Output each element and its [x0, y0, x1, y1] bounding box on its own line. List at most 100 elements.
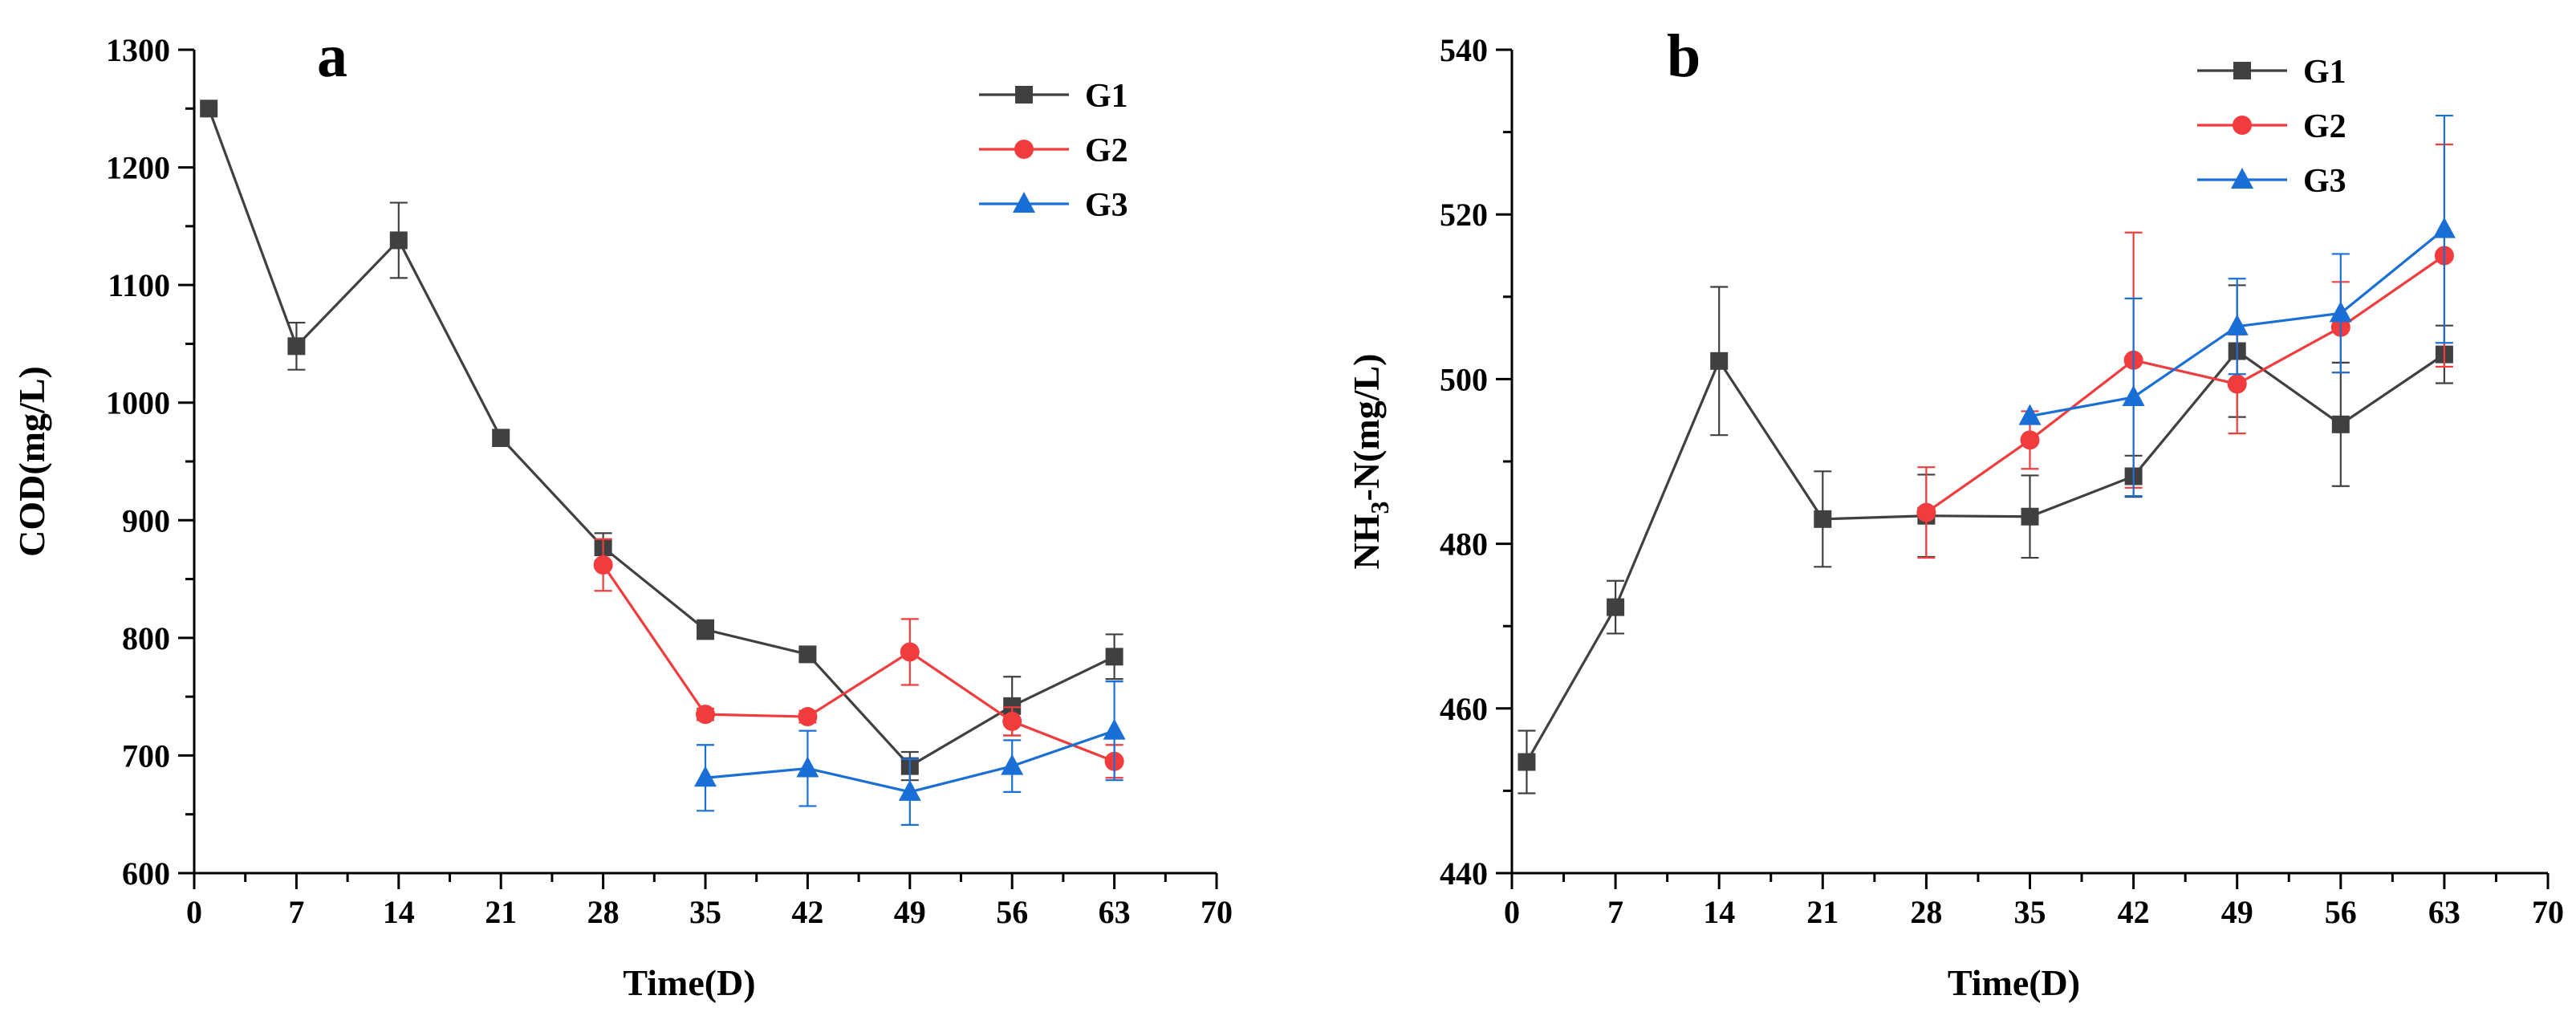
- y-tick-label: 1200: [106, 150, 170, 186]
- data-point: [1003, 697, 1022, 715]
- legend-marker: [2233, 62, 2251, 79]
- legend-label: G3: [1085, 187, 1128, 224]
- x-tick-label: 28: [1910, 894, 1942, 930]
- y-tick-label: 1000: [106, 385, 170, 421]
- x-tick-label: 35: [2014, 894, 2046, 930]
- data-point: [900, 642, 920, 662]
- x-tick-label: 7: [1607, 894, 1623, 930]
- data-point: [798, 645, 817, 664]
- x-tick-label: 70: [1201, 894, 1233, 930]
- x-tick-label: 56: [996, 894, 1028, 930]
- series-line: [1526, 349, 2445, 763]
- data-point: [2432, 217, 2456, 238]
- series-g3: [694, 680, 1126, 827]
- series-g2: [593, 538, 1124, 779]
- x-tick-label: 49: [2221, 894, 2253, 930]
- y-axis-title: NH3-N(mg/L): [1346, 354, 1394, 570]
- legend-label: G1: [1085, 78, 1128, 115]
- series-g1: [1518, 284, 2453, 794]
- x-tick-label: 42: [791, 894, 823, 930]
- x-tick-label: 21: [485, 894, 517, 930]
- data-point: [1607, 598, 1625, 616]
- legend-marker: [2231, 168, 2253, 189]
- data-point: [1710, 351, 1729, 370]
- data-point: [796, 756, 819, 778]
- y-tick-label: 600: [122, 855, 170, 892]
- legend: G1 G2 G3: [2197, 54, 2346, 200]
- y-tick-label: 440: [1440, 855, 1488, 892]
- data-point: [2122, 384, 2145, 406]
- legend-item: G1: [979, 78, 1128, 115]
- x-tick-label: 21: [1806, 894, 1839, 930]
- y-tick-label: 520: [1440, 197, 1488, 233]
- series-g3: [2018, 114, 2456, 498]
- series-g2: [1916, 143, 2454, 559]
- y-tick-label: 500: [1440, 361, 1488, 397]
- data-point: [697, 620, 714, 639]
- x-tick-label: 28: [587, 894, 620, 930]
- legend-item: G1: [2197, 54, 2346, 91]
- x-tick-label: 70: [2532, 894, 2564, 930]
- data-point: [1002, 711, 1022, 731]
- legend-marker: [1014, 140, 1034, 159]
- x-tick-label: 7: [288, 894, 304, 930]
- x-tick-label: 14: [383, 894, 415, 930]
- x-tick-label: 49: [894, 894, 926, 930]
- x-axis-title: Time(D): [1948, 962, 2080, 1003]
- x-tick-label: 56: [2325, 894, 2357, 930]
- data-point: [2020, 430, 2040, 450]
- legend-label: G2: [1085, 132, 1128, 169]
- x-tick-label: 63: [1099, 894, 1131, 930]
- data-point: [1105, 648, 1123, 666]
- y-tick-label: 900: [122, 502, 170, 538]
- legend-marker: [1015, 86, 1033, 104]
- series-g1: [200, 100, 1123, 782]
- data-point: [2018, 404, 2042, 425]
- data-point: [1103, 718, 1126, 740]
- data-point: [798, 707, 818, 727]
- legend: G1 G2 G3: [979, 78, 1128, 224]
- data-point: [2227, 374, 2247, 394]
- data-point: [1518, 753, 1536, 771]
- data-point: [2225, 314, 2249, 335]
- x-tick-label: 0: [186, 894, 202, 930]
- x-tick-label: 42: [2118, 894, 2150, 930]
- legend-marker: [1013, 192, 1035, 213]
- data-point: [200, 100, 218, 118]
- y-tick-label: 700: [122, 738, 170, 774]
- x-tick-label: 0: [1504, 894, 1520, 930]
- data-point: [1916, 502, 1936, 522]
- x-axis-title: Time(D): [623, 962, 755, 1003]
- legend-item: G2: [979, 132, 1128, 169]
- legend-label: G2: [2303, 108, 2346, 145]
- data-point: [1001, 754, 1024, 775]
- data-point: [2021, 507, 2039, 526]
- legend-marker: [2233, 116, 2252, 135]
- y-axis-title: COD(mg/L): [11, 366, 52, 557]
- series-line: [602, 564, 1115, 763]
- y-tick-label: 800: [122, 620, 170, 656]
- data-point: [898, 779, 921, 801]
- y-axis-title-rest: -N(mg/L): [1346, 354, 1387, 502]
- y-axis-title-sub: 3: [1365, 501, 1394, 514]
- x-tick-label: 14: [1703, 894, 1735, 930]
- y-tick-label: 540: [1440, 32, 1488, 68]
- y-tick-label: 460: [1440, 691, 1488, 727]
- y-tick-label: 1100: [108, 267, 170, 303]
- y-tick-label: 1300: [106, 32, 170, 68]
- legend-label: G3: [2303, 163, 2346, 200]
- data-point: [696, 705, 715, 725]
- y-axis-title-main: NH: [1346, 514, 1387, 569]
- legend-item: G3: [2197, 163, 2346, 200]
- y-tick-label: 480: [1440, 526, 1488, 563]
- legend-item: G2: [2197, 108, 2346, 145]
- legend-item: G3: [979, 187, 1128, 224]
- data-point: [389, 231, 408, 250]
- data-point: [2329, 301, 2352, 323]
- chart-panel-b: 0 7 14 21 28 35 42 49 56 63 70 440 460 480 500 520 540 Ti…: [1346, 22, 2564, 1003]
- data-point: [492, 429, 510, 447]
- series-line: [207, 108, 1115, 768]
- data-point: [593, 555, 613, 575]
- panel-letter: a: [317, 22, 347, 90]
